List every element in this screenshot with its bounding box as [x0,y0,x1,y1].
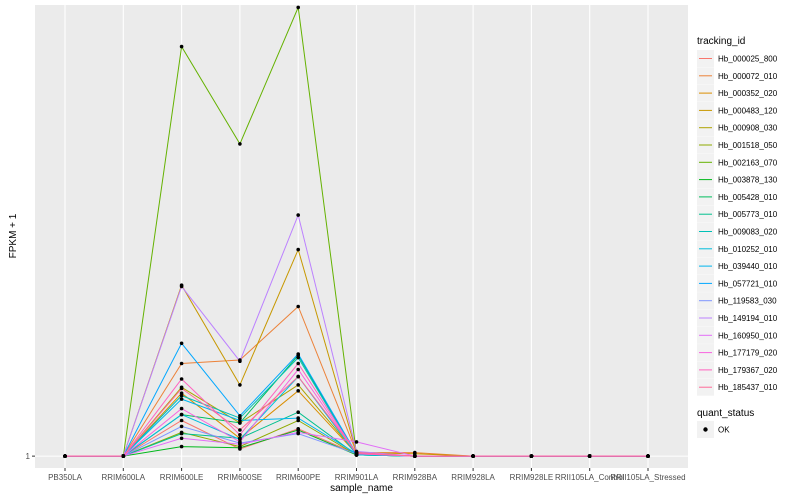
data-point-Hb_000352_020-4 [296,389,301,393]
data-point-Hb_002163_070-4 [296,5,301,10]
legend-label-6: Hb_002163_070 [718,158,778,167]
data-point-Hb_039440_010-2 [179,397,184,401]
data-point-Hb_000025_800-2 [179,418,184,423]
data-point-Hb_185437_010-2 [179,386,184,391]
data-point-Hb_185437_010-0 [63,454,67,458]
x-tick-label-7: RRIM928LA [451,473,495,482]
legend-label-12: Hb_039440_010 [718,262,778,271]
data-point-Hb_185437_010-5 [354,450,359,455]
legend-label-2: Hb_000352_020 [718,89,778,98]
legend-label-7: Hb_003878_130 [718,176,778,185]
data-point-Hb_000072_010-4 [296,304,301,309]
x-tick-label-10: RRII105LA_Stressed [610,473,685,482]
y-axis-title: FPKM + 1 [8,213,19,258]
legend-label-10: Hb_009083_020 [718,228,778,237]
data-point-Hb_009083_020-4 [296,355,301,360]
data-point-Hb_149194_010-3 [238,359,242,364]
data-point-Hb_119583_030-2 [179,424,184,429]
data-point-Hb_177179_020-2 [179,406,184,411]
legend-label-13: Hb_057721_010 [718,279,778,288]
data-point-Hb_057721_010-4 [296,352,301,356]
data-points [63,5,650,458]
legend-label-16: Hb_160950_010 [718,331,778,340]
legend-label-8: Hb_005428_010 [718,193,778,202]
x-tick-label-5: RRIM901LA [335,473,379,482]
x-tick-label-6: RRIM928BA [393,473,438,482]
x-tick-label-2: RRIM600LE [160,473,204,482]
x-tick-label-3: RRIM600SE [218,473,262,482]
x-tick-label-8: RRIM928LE [510,473,554,482]
shape-legend-key-point [703,427,708,432]
x-tick-label-0: PB350LA [48,473,82,482]
data-point-Hb_160950_010-5 [354,440,359,444]
shape-legend-label: OK [718,426,730,435]
x-axis-title: sample_name [330,483,393,494]
x-tick-label-1: RRIM600LA [102,473,146,482]
legend-label-9: Hb_005773_010 [718,210,778,219]
legend-label-11: Hb_010252_010 [718,245,778,254]
data-point-Hb_185437_010-6 [413,454,417,458]
data-point-Hb_160950_010-2 [179,436,184,441]
data-point-Hb_185437_010-3 [238,428,242,432]
data-point-Hb_000483_120-4 [296,247,301,252]
data-point-Hb_005773_010-4 [296,410,301,415]
legend-label-0: Hb_000025_800 [718,55,778,64]
data-point-Hb_185437_010-4 [296,374,301,379]
legend: tracking_id Hb_000025_800 Hb_000072_010 Hb… [697,36,778,396]
data-point-Hb_009083_020-2 [179,393,184,398]
legend-label-5: Hb_001518_050 [718,141,778,150]
data-point-Hb_185437_010-9 [587,454,592,458]
data-point-Hb_185437_010-7 [471,454,475,458]
legend-label-17: Hb_177179_020 [718,349,778,358]
x-tick-labels: PB350LA RRIM600LA RRIM600LE RRIM600SE RRIM60… [48,468,686,482]
shape-legend-title: quant_status [697,408,754,419]
data-point-Hb_000072_010-2 [179,361,184,366]
x-tick-label-4: RRIM600PE [276,473,320,482]
data-point-Hb_160950_010-4 [296,430,301,435]
legend-label-1: Hb_000072_010 [718,72,778,81]
legend-label-19: Hb_185437_010 [718,383,778,392]
legend-label-18: Hb_179367_020 [718,366,778,375]
data-point-Hb_039440_010-3 [238,418,242,423]
legend-label-3: Hb_000483_120 [718,106,778,115]
grid [35,5,688,468]
y-tick-labels: 1 [26,452,35,461]
data-point-Hb_179367_020-4 [296,361,301,366]
legend-label-4: Hb_000908_030 [718,124,778,133]
data-point-Hb_177179_020-3 [238,440,242,444]
data-point-Hb_185437_010-1 [121,454,126,458]
legend-title: tracking_id [697,36,745,47]
data-point-Hb_179367_020-3 [238,433,242,437]
x-tick-label-9: RRII105LA_Control [555,473,625,482]
data-point-Hb_003878_130-2 [179,444,184,449]
panel-background [35,5,688,468]
data-point-Hb_149194_010-2 [179,284,184,289]
data-point-Hb_149194_010-4 [296,213,301,217]
data-point-Hb_179367_020-2 [179,377,184,381]
data-point-Hb_185437_010-8 [529,454,534,458]
legend-label-15: Hb_149194_010 [718,314,778,323]
data-point-Hb_002163_070-3 [238,142,242,146]
data-point-Hb_057721_010-2 [179,341,184,346]
data-point-Hb_039440_010-4 [296,416,301,420]
data-point-Hb_002163_070-2 [179,44,184,49]
data-point-Hb_010252_010-2 [179,412,184,417]
data-point-Hb_000483_120-3 [238,383,242,387]
data-point-Hb_005773_010-2 [179,431,184,436]
legend-label-14: Hb_119583_030 [718,297,777,306]
data-point-Hb_003878_130-3 [238,446,242,450]
quant-status-legend: quant_status OK [697,408,754,438]
data-point-Hb_000908_030-4 [296,383,301,387]
data-point-Hb_057721_010-3 [238,414,242,418]
y-tick-label-0: 1 [26,452,31,461]
data-point-Hb_177179_020-4 [296,367,301,372]
data-point-Hb_185437_010-10 [646,454,650,458]
